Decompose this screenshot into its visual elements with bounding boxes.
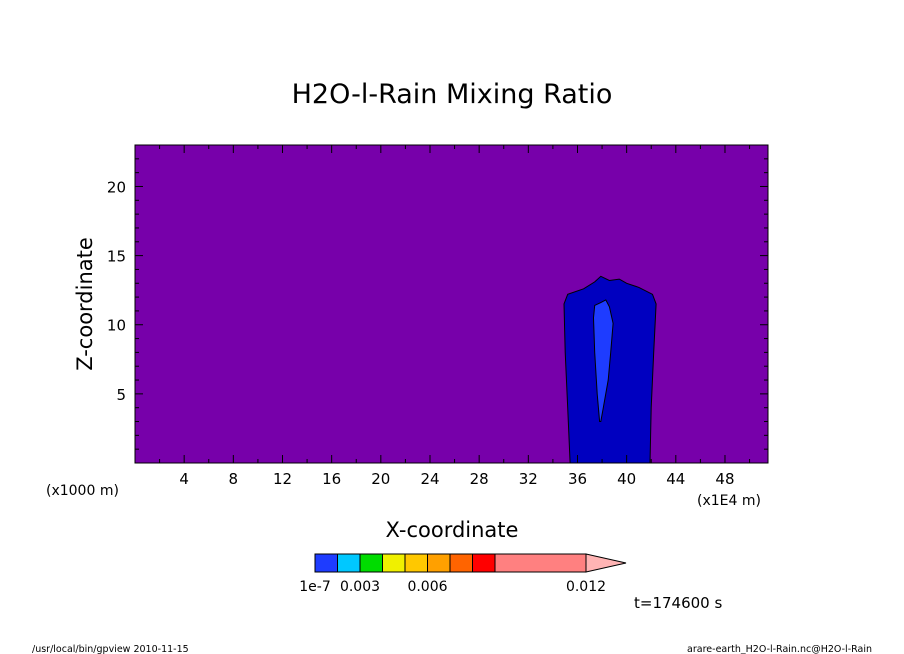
x-tick-label: 16	[322, 470, 341, 488]
x-tick-label: 8	[229, 470, 239, 488]
x-tick-label: 28	[470, 470, 489, 488]
x-tick-label: 32	[519, 470, 538, 488]
x-tick-label: 44	[666, 470, 685, 488]
x-tick-label: 24	[420, 470, 439, 488]
x-tick-label: 20	[371, 470, 390, 488]
colorbar-segment	[359, 553, 383, 573]
y-tick-label: 15	[107, 248, 126, 266]
colorbar-segment	[314, 553, 338, 573]
colorbar-label: 0.003	[340, 579, 380, 595]
y-tick-label: 5	[116, 386, 126, 404]
colorbar-label: 1e-7	[299, 579, 330, 595]
x-axis-label: X-coordinate	[386, 518, 519, 542]
plot-frame	[134, 144, 769, 464]
contour-region-1	[592, 299, 614, 422]
y-tick-label: 20	[107, 178, 126, 196]
plot-area	[134, 144, 769, 464]
plot-background	[135, 145, 768, 463]
y-axis-label: Z-coordinate	[73, 237, 97, 371]
y-tick-label: 10	[107, 317, 126, 335]
x-tick-label: 36	[568, 470, 587, 488]
axis-ticks	[135, 145, 768, 463]
colorbar-segment	[337, 553, 361, 573]
footer-left: /usr/local/bin/gpview 2010-11-15	[32, 644, 189, 654]
x-tick-labels: 4 8 12 16 20 24 28 32 36 40 44 48	[179, 470, 734, 488]
colorbar-labels: 1e-7 0.003 0.006 0.012	[299, 579, 606, 595]
colorbar-segment	[449, 553, 473, 573]
contour-regions	[563, 275, 657, 464]
chart-title: H2O-l-Rain Mixing Ratio	[292, 79, 613, 110]
colorbar-segment	[382, 553, 406, 573]
colorbar-label: 0.012	[566, 579, 606, 595]
contour-region-0	[563, 275, 657, 464]
colorbar-segment	[404, 553, 428, 573]
x-tick-label: 48	[715, 470, 734, 488]
x-tick-label: 40	[617, 470, 636, 488]
colorbar-segment	[494, 553, 587, 573]
colorbar-arrow	[585, 553, 627, 573]
x-tick-label: 12	[273, 470, 292, 488]
y-tick-labels: 5 10 15 20	[107, 178, 126, 403]
colorbar-segment	[472, 553, 496, 573]
time-label: t=174600 s	[634, 594, 722, 612]
footer-right: arare-earth_H2O-l-Rain.nc@H2O-l-Rain	[687, 644, 872, 654]
colorbar-segment	[427, 553, 451, 573]
x-tick-label: 4	[179, 470, 189, 488]
x-unit-label: (x1E4 m)	[697, 493, 761, 509]
colorbar-label: 0.006	[407, 579, 447, 595]
colorbar	[314, 553, 627, 573]
y-unit-label: (x1000 m)	[46, 483, 119, 499]
